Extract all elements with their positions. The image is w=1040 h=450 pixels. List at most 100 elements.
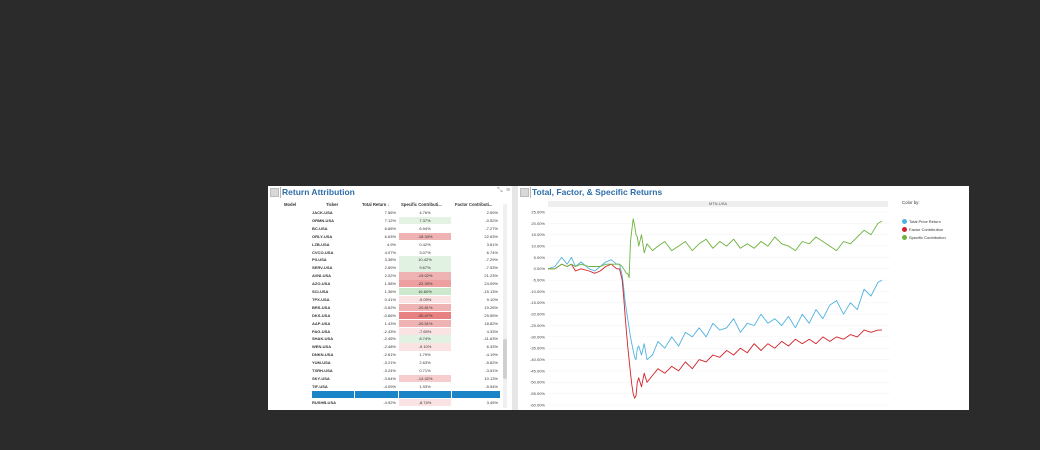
factor-contribution-cell: -7.27% bbox=[485, 225, 498, 231]
factor-contribution-cell: 18.82% bbox=[484, 320, 498, 326]
legend-specific-contribution[interactable]: Specific Contribution bbox=[902, 235, 946, 241]
table-row[interactable]: RUSHB-USA -4.92% -8.74% 3.45% bbox=[268, 398, 508, 407]
total-return-cell: 6.66% bbox=[384, 225, 396, 231]
factor-contribution-cell: -15.13% bbox=[483, 289, 498, 294]
factor-contribution-cell: -3.51% bbox=[485, 368, 498, 373]
ticker-cell: YUM-USA bbox=[312, 360, 331, 366]
factor-contribution-cell: 22.63% bbox=[484, 233, 498, 239]
specific-contribution-cell: 1.93% bbox=[399, 382, 451, 391]
y-tick-label: 15.00% bbox=[531, 232, 545, 237]
table-row[interactable]: GRMN-USA 7.12% 7.37% -0.52% bbox=[268, 216, 508, 225]
returns-chart-titlebar: Total, Factor, & Specific Returns bbox=[518, 186, 969, 200]
table-row[interactable]: AAP-USA 1.43% -20.51% 18.82% bbox=[268, 319, 508, 328]
table-row[interactable]: MTN-USA -4.71% -17.50% 11.42% bbox=[268, 390, 508, 399]
table-row[interactable]: ORLY-USA 6.63% -18.34% 22.63% bbox=[268, 232, 508, 241]
table-row[interactable]: SCI-USA 1.36% 16.60% -15.13% bbox=[268, 288, 508, 296]
returns-chart-panel: Total, Factor, & Specific Returns MTN-US… bbox=[518, 186, 969, 410]
table-row[interactable]: PAG-USA -2.43% -7.69% 4.33% bbox=[268, 327, 508, 336]
header-factor-contribution[interactable]: Factor Contributi... bbox=[455, 202, 493, 207]
specific-contribution-cell: -8.74% bbox=[399, 398, 451, 406]
factor-contribution-cell: 19.26% bbox=[484, 304, 498, 310]
total-return-cell: 4.9% bbox=[386, 241, 396, 247]
ticker-cell: PAG-USA bbox=[312, 328, 331, 334]
ticker-cell: SHAK-USA bbox=[312, 336, 334, 342]
y-tick-label: 25.00% bbox=[531, 209, 545, 214]
table-row[interactable]: PII-USA 3.38% 10.42% -7.29% bbox=[268, 256, 508, 264]
table-row[interactable]: AVNI-USA 2.02% -19.02% 21.23% bbox=[268, 272, 508, 280]
specific-contribution-cell: 0.42% bbox=[399, 240, 451, 248]
returns-line-chart[interactable]: 25.00% 20.00% 15.00% 10.00% 5.00% 0.00% -5.00%… bbox=[518, 205, 898, 410]
factor-contribution-cell: 3.61% bbox=[486, 241, 498, 247]
legend-total-price-return[interactable]: Total Price Return bbox=[902, 219, 941, 225]
specific-contribution-cell: 16.60% bbox=[399, 288, 451, 296]
factor-contribution-cell: 6.33% bbox=[486, 344, 498, 350]
specific-contribution-cell: 2.63% bbox=[399, 359, 451, 367]
table-row[interactable]: BRS-USA -0.62% -20.81% 19.26% bbox=[268, 303, 508, 312]
ticker-cell: TXRH-USA bbox=[312, 368, 333, 373]
table-row[interactable]: TIF-USA -4.09% 1.93% -5.54% bbox=[268, 382, 508, 391]
y-tick-label: -45.00% bbox=[530, 368, 545, 373]
header-model[interactable]: Model bbox=[284, 202, 297, 207]
header-ticker[interactable]: Ticker bbox=[326, 202, 339, 207]
ticker-cell: SCI-USA bbox=[312, 289, 329, 294]
total-return-cell: 2.69% bbox=[384, 265, 396, 271]
ticker-cell: AVNI-USA bbox=[312, 273, 332, 279]
total-return-cell: 3.38% bbox=[384, 257, 396, 263]
total-return-cell: 0.41% bbox=[384, 296, 396, 302]
specific-contribution-cell: -7.69% bbox=[399, 327, 451, 335]
title-accent bbox=[530, 187, 531, 198]
table-row[interactable]: TPX-USA 0.41% -9.09% 9.10% bbox=[268, 295, 508, 304]
specific-contribution-cell: -30.47% bbox=[399, 311, 451, 320]
table-row[interactable]: LZB-USA 4.9% 0.42% 3.61% bbox=[268, 240, 508, 249]
series-line-factor-contribution[interactable] bbox=[548, 263, 882, 399]
total-return-cell: 4.07% bbox=[384, 249, 396, 255]
ticker-cell: ORLY-USA bbox=[312, 233, 333, 239]
factor-contribution-cell: -0.52% bbox=[485, 217, 498, 223]
table-row[interactable]: CVCO-USA 4.07% 3.07% 6.74% bbox=[268, 248, 508, 257]
scrollbar-thumb[interactable] bbox=[503, 339, 507, 379]
table-row[interactable]: WEN-USA -2.48% -9.10% 6.33% bbox=[268, 343, 508, 351]
menu-icon[interactable]: ≡ bbox=[506, 187, 511, 194]
total-return-cell: -2.61% bbox=[383, 352, 396, 358]
specific-contribution-cell: 8.74% bbox=[399, 335, 451, 343]
table-row[interactable]: SERV-USA 2.69% 9.67% -7.53% bbox=[268, 264, 508, 272]
legend-dot-icon bbox=[902, 227, 907, 233]
y-tick-label: -10.00% bbox=[530, 289, 545, 294]
chart-title: Total, Factor, & Specific Returns bbox=[532, 187, 663, 197]
table-row[interactable]: DNKN-USA -2.61% 1.79% -4.19% bbox=[268, 351, 508, 359]
total-return-cell: -3.24% bbox=[383, 368, 396, 373]
factor-contribution-cell: -5.54% bbox=[485, 383, 498, 389]
total-return-cell: -2.43% bbox=[383, 328, 396, 334]
factor-contribution-cell: 9.10% bbox=[486, 296, 498, 302]
table-row[interactable]: JACK-USA 7.56% 4.76% 2.59% bbox=[268, 209, 508, 217]
table-row[interactable]: YUM-USA -3.21% 2.63% -5.62% bbox=[268, 359, 508, 367]
series-line-specific-contribution[interactable] bbox=[548, 218, 883, 279]
total-return-cell: -0.62% bbox=[383, 304, 396, 310]
table-row[interactable]: SHAK-USA -2.45% 8.74% -11.63% bbox=[268, 335, 508, 343]
ticker-cell: RUSHB-USA bbox=[312, 399, 336, 405]
factor-contribution-cell: -5.62% bbox=[485, 360, 498, 366]
legend-dot-icon bbox=[902, 235, 907, 241]
header-specific-contribution[interactable]: Specific Contributi... bbox=[401, 202, 442, 207]
table-row[interactable]: DKS-USA -0.66% -30.47% 29.55% bbox=[268, 311, 508, 320]
table-row[interactable]: TXRH-USA -3.24% 0.71% -3.51% bbox=[268, 367, 508, 375]
factor-contribution-cell: 11.42% bbox=[452, 390, 500, 399]
legend-dot-icon bbox=[902, 219, 907, 225]
expand-icon[interactable]: ⤡ bbox=[497, 187, 503, 194]
specific-contribution-cell: -20.81% bbox=[399, 303, 451, 312]
header-total-return[interactable]: Total Return ↓ bbox=[362, 202, 390, 207]
total-return-cell: -3.64% bbox=[383, 375, 396, 381]
table-scrollbar[interactable] bbox=[503, 204, 507, 408]
table-row[interactable]: AZO-USA 1.58% -22.39% 24.09% bbox=[268, 280, 508, 288]
ticker-cell: WEN-USA bbox=[312, 344, 332, 350]
y-tick-label: -20.00% bbox=[530, 312, 545, 317]
y-tick-label: 20.00% bbox=[531, 221, 545, 226]
table-row[interactable]: SKY-USA -3.64% -14.42% 10.13% bbox=[268, 374, 508, 383]
series-line-total-price-return[interactable] bbox=[547, 256, 883, 361]
specific-contribution-cell: 0.71% bbox=[399, 367, 451, 375]
legend-factor-contribution[interactable]: Factor Contribution bbox=[902, 227, 943, 233]
table-row[interactable]: BC-USA 6.66% 6.94% -7.27% bbox=[268, 224, 508, 233]
specific-contribution-cell: -19.02% bbox=[399, 272, 451, 280]
panel-divider[interactable] bbox=[512, 186, 518, 410]
total-return-cell: 1.36% bbox=[384, 289, 396, 294]
